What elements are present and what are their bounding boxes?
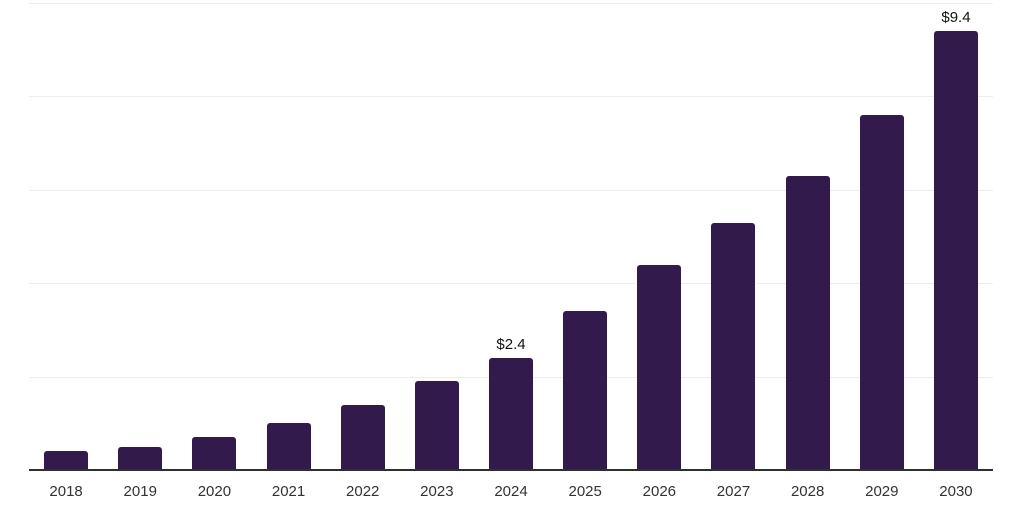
- bar-2030: [933, 31, 978, 470]
- bar-slot-2024: $2.4: [474, 3, 548, 470]
- x-tick-label-2026: 2026: [642, 483, 677, 500]
- gridline-y-4: [29, 283, 993, 285]
- x-tick-label-2025: 2025: [568, 483, 602, 500]
- x-tick-label-2023: 2023: [420, 483, 454, 500]
- bar-slot-2029: [845, 3, 919, 470]
- plot-area: $2.4 $9.4: [29, 3, 993, 471]
- bar-2028: [785, 175, 830, 470]
- gridline-y-10: [29, 3, 993, 4]
- bar-slot-2026: [622, 3, 696, 470]
- bar-slot-2020: [177, 3, 251, 470]
- bar-slot-2030: $9.4: [919, 3, 993, 470]
- bar-2019: [118, 446, 163, 470]
- x-tick-label-2030: 2030: [939, 483, 973, 500]
- bar-2021: [266, 423, 311, 470]
- bar-slot-2019: [103, 3, 177, 470]
- data-label-2030: $9.4: [941, 9, 971, 27]
- bars-row: $2.4 $9.4: [29, 3, 993, 470]
- bar-slot-2028: [771, 3, 845, 470]
- x-tick-label-2029: 2029: [865, 483, 899, 500]
- bar-slot-2021: [251, 3, 325, 470]
- x-tick-label-2028: 2028: [790, 483, 825, 500]
- bar-slot-2022: [326, 3, 400, 470]
- bar-2027: [711, 222, 756, 470]
- x-axis-labels: 2018 2019 2020 2021 2022 2023 2024 2025 2026 2027…: [29, 482, 993, 502]
- bar-2029: [859, 115, 904, 470]
- bar-2022: [340, 404, 385, 470]
- gridline-y-6: [29, 189, 993, 191]
- bar-slot-2018: [29, 3, 103, 470]
- x-tick-label-2022: 2022: [346, 483, 380, 500]
- data-label-2024: $2.4: [496, 335, 526, 353]
- x-tick-label-2021: 2021: [271, 483, 306, 500]
- bar-slot-2027: [696, 3, 770, 470]
- x-tick-label-2024: 2024: [494, 483, 528, 500]
- bar-2025: [563, 311, 608, 470]
- x-tick-label-2019: 2019: [123, 483, 157, 500]
- bar-slot-2023: [400, 3, 474, 470]
- bar-2026: [637, 264, 682, 470]
- bar-2018: [44, 451, 89, 470]
- gridline-y-8: [29, 96, 993, 98]
- x-tick-label-2018: 2018: [49, 483, 83, 500]
- x-tick-label-2020: 2020: [197, 483, 232, 500]
- bar-slot-2025: [548, 3, 622, 470]
- bar-2023: [414, 381, 459, 470]
- x-axis-line: [29, 469, 993, 471]
- bar-2020: [192, 437, 237, 470]
- bar-2024: [489, 357, 534, 470]
- x-tick-label-2027: 2027: [716, 483, 751, 500]
